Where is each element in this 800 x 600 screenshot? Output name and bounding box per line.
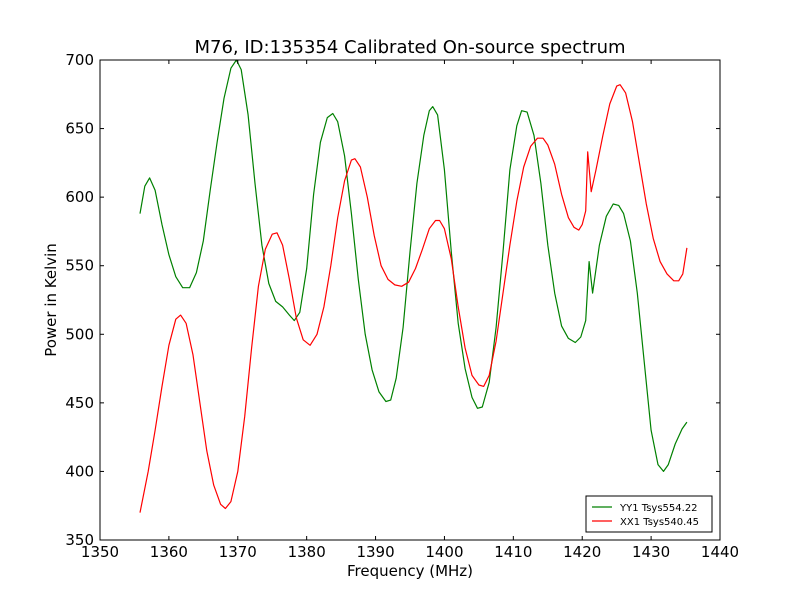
- legend-box: [585, 495, 713, 533]
- x-tick-label: 1370: [219, 543, 257, 561]
- plot-lines: [139, 59, 688, 513]
- y-axis-label: Power in Kelvin: [42, 243, 60, 357]
- y-tick-label: 700: [65, 51, 94, 69]
- y-tick-label: 400: [65, 462, 94, 480]
- y-tick-label: 500: [65, 325, 94, 343]
- y-tick-label: 600: [65, 188, 94, 206]
- chart-title: M76, ID:135354 Calibrated On-source spec…: [194, 37, 625, 58]
- x-tick-label: 1440: [701, 543, 739, 561]
- y-tick-label: 650: [65, 120, 94, 138]
- series-line-1: [139, 84, 688, 513]
- y-tick-label: 550: [65, 257, 94, 275]
- y-tick-label: 450: [65, 394, 94, 412]
- legend-label-0: YY1 Tsys554.22: [619, 503, 698, 514]
- x-tick-label: 1380: [288, 543, 326, 561]
- legend: YY1 Tsys554.22 XX1 Tsys540.45: [585, 495, 713, 533]
- x-tick-label: 1390: [356, 543, 394, 561]
- plot-frame: [99, 59, 721, 541]
- legend-label-1: XX1 Tsys540.45: [620, 517, 699, 528]
- x-tick-label: 1360: [150, 543, 188, 561]
- x-tick-label: 1400: [425, 543, 463, 561]
- axes: 1350 1360 1370 1380 1390 1400 1410 1420 1430 1440…: [65, 51, 739, 561]
- x-axis-label: Frequency (MHz): [347, 562, 473, 580]
- y-tick-label: 350: [65, 531, 94, 549]
- x-tick-label: 1410: [494, 543, 532, 561]
- series-line-0: [139, 59, 688, 472]
- x-tick-label: 1420: [563, 543, 601, 561]
- x-tick-label: 1350: [81, 543, 119, 561]
- x-tick-label: 1430: [632, 543, 670, 561]
